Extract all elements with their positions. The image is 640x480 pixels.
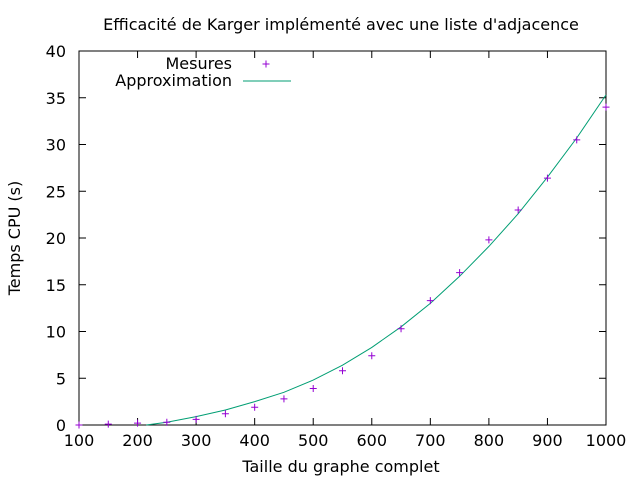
- data-point: [426, 297, 434, 305]
- data-point: [573, 136, 581, 144]
- data-point: [251, 403, 259, 411]
- y-tick-label: 5: [56, 369, 66, 388]
- x-tick-label: 400: [239, 431, 270, 450]
- data-point: [75, 421, 83, 429]
- data-point: [280, 395, 288, 403]
- data-point: [456, 269, 464, 277]
- x-tick-label: 500: [298, 431, 329, 450]
- y-tick-label: 10: [46, 323, 66, 342]
- data-point: [134, 419, 142, 427]
- legend-marker-mesures: [262, 60, 270, 68]
- y-axis-label: Temps CPU (s): [5, 181, 24, 297]
- mesures-points: [75, 103, 610, 429]
- data-point: [192, 415, 200, 423]
- data-point: [485, 236, 493, 244]
- legend-label-approximation: Approximation: [115, 71, 232, 90]
- y-tick-label: 35: [46, 89, 66, 108]
- data-point: [309, 385, 317, 393]
- data-point: [543, 174, 551, 182]
- y-tick-label: 25: [46, 182, 66, 201]
- x-tick-label: 700: [415, 431, 446, 450]
- data-point: [221, 410, 229, 418]
- x-tick-label: 1000: [586, 431, 627, 450]
- x-tick-label: 900: [532, 431, 563, 450]
- data-point: [397, 325, 405, 333]
- y-tick-label: 40: [46, 42, 66, 61]
- approximation-curve: [146, 94, 607, 426]
- x-tick-label: 200: [122, 431, 153, 450]
- y-tick-label: 30: [46, 136, 66, 155]
- y-tick-label: 0: [56, 416, 66, 435]
- chart-title: Efficacité de Karger implémenté avec une…: [103, 15, 579, 34]
- x-tick-label: 100: [64, 431, 95, 450]
- y-tick-label: 15: [46, 276, 66, 295]
- approximation-line: [146, 94, 607, 426]
- x-tick-label: 800: [474, 431, 505, 450]
- x-tick-label: 300: [181, 431, 212, 450]
- data-point: [339, 367, 346, 375]
- data-point: [602, 103, 610, 111]
- data-point: [514, 206, 522, 214]
- x-axis-label: Taille du graphe complet: [241, 457, 439, 476]
- legend-label-mesures: Mesures: [165, 54, 232, 73]
- y-tick-label: 20: [46, 229, 66, 248]
- axis-ticks: 100 200 300 400 500 600 700 800 900 1000 0 5 10 15 20 2…: [46, 42, 627, 450]
- x-tick-label: 600: [357, 431, 388, 450]
- data-point: [368, 352, 376, 360]
- data-point: [104, 420, 112, 428]
- data-point: [163, 418, 171, 426]
